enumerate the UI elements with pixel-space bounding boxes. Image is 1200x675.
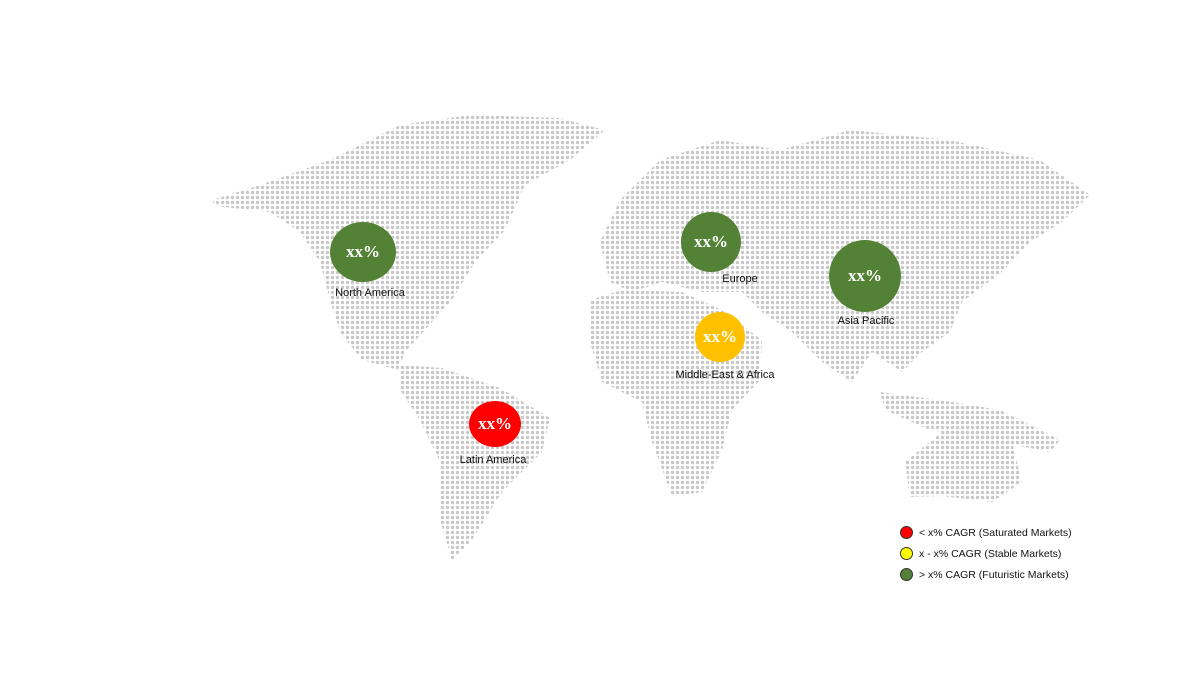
- region-label-north-america: North America: [335, 287, 405, 299]
- region-label-middle-east-africa: Middle-East & Africa: [675, 369, 775, 381]
- region-bubble-latin-america: xx%: [469, 401, 521, 447]
- region-bubble-asia-pacific: xx%: [829, 240, 901, 312]
- region-label-europe: Europe: [722, 273, 758, 285]
- legend-item-futuristic: > x% CAGR (Futuristic Markets): [900, 564, 1072, 585]
- legend-label: x - x% CAGR (Stable Markets): [919, 547, 1062, 560]
- yellow-circle-icon: [900, 547, 913, 560]
- continent-indonesia: [880, 392, 1060, 452]
- legend-item-saturated: < x% CAGR (Saturated Markets): [900, 522, 1072, 543]
- legend: < x% CAGR (Saturated Markets) x - x% CAG…: [900, 522, 1072, 585]
- continent-australia: [905, 422, 1022, 502]
- continent-north-america: [212, 115, 605, 370]
- region-label-asia-pacific: Asia Pacific: [837, 315, 895, 327]
- legend-label: < x% CAGR (Saturated Markets): [919, 526, 1072, 539]
- red-circle-icon: [900, 526, 913, 539]
- region-bubble-middle-east-africa: xx%: [695, 312, 745, 362]
- green-circle-icon: [900, 568, 913, 581]
- region-bubble-north-america: xx%: [330, 222, 396, 282]
- region-label-latin-america: Latin America: [459, 454, 527, 466]
- legend-label: > x% CAGR (Futuristic Markets): [919, 568, 1069, 581]
- legend-item-stable: x - x% CAGR (Stable Markets): [900, 543, 1072, 564]
- region-bubble-europe: xx%: [681, 212, 741, 272]
